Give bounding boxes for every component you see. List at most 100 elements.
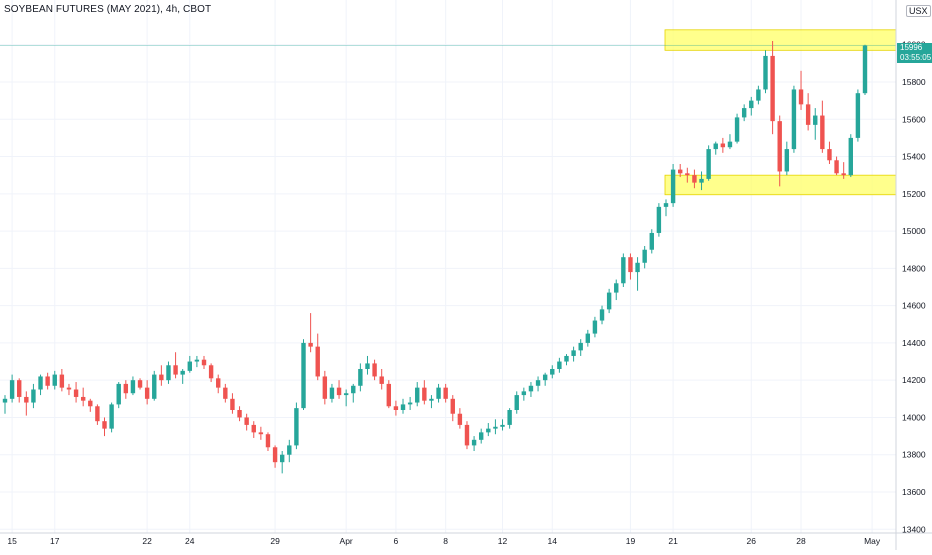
candle-body — [862, 45, 868, 94]
candle-body — [66, 387, 72, 390]
candle-body — [358, 369, 363, 386]
candle-body — [315, 346, 320, 377]
time-tick-label: 8 — [443, 536, 448, 546]
candle-body — [628, 257, 633, 273]
candle-body — [400, 404, 406, 410]
candle-body — [429, 398, 434, 401]
candle-body — [2, 398, 8, 403]
candle-body — [73, 389, 79, 397]
time-tick-label: 21 — [668, 536, 678, 546]
price-tick-label: 15400 — [902, 152, 926, 162]
candle-body — [649, 232, 654, 250]
candle-body — [763, 55, 768, 90]
candle-body — [493, 426, 498, 429]
time-axis[interactable]: 15 17 22 24 29 Apr 6 8 12 14 19 21 26 28 May — [7, 536, 881, 546]
candle-body — [422, 387, 427, 401]
candle-body — [123, 383, 129, 394]
candle-body — [258, 432, 264, 435]
candle-body — [827, 149, 832, 161]
time-tick-label: 6 — [394, 536, 399, 546]
candle-body — [436, 387, 441, 399]
price-axis[interactable]: 13400 13600 13800 14000 14200 14400 14600 14800… — [902, 40, 926, 535]
candle-body — [670, 169, 676, 204]
time-tick-label: Apr — [340, 536, 353, 546]
candle-body — [351, 385, 356, 394]
candle-body — [95, 406, 100, 422]
time-tick-label: May — [864, 536, 881, 546]
candle-body — [9, 380, 15, 399]
candle-body — [80, 396, 86, 401]
candle-body — [692, 175, 697, 183]
candle-body — [813, 115, 818, 125]
candle-body — [756, 89, 761, 101]
candle-body — [599, 309, 605, 321]
candle-body — [24, 396, 29, 403]
candle-body — [237, 410, 242, 418]
candle-body — [706, 149, 711, 179]
candle-body — [88, 400, 93, 407]
candle-body — [621, 257, 626, 284]
price-tick-label: 14600 — [902, 301, 926, 311]
time-tick-label: 17 — [50, 536, 60, 546]
grid-lines — [0, 0, 896, 533]
candle-body — [116, 383, 121, 405]
time-tick-label: 12 — [498, 536, 508, 546]
candle-body — [137, 380, 143, 388]
candle-body — [159, 374, 164, 381]
candle-body — [685, 173, 690, 176]
candle-body — [443, 387, 448, 399]
candle-body — [834, 160, 839, 174]
candle-body — [279, 454, 285, 463]
time-tick-label: 28 — [796, 536, 806, 546]
candle-body — [656, 206, 662, 233]
candle-body — [528, 385, 534, 392]
candle-body — [194, 359, 200, 362]
candle-body — [31, 389, 36, 403]
candle-body — [507, 410, 512, 425]
candle-body — [734, 117, 740, 142]
candle-body — [216, 378, 221, 388]
bar-countdown: 03:55:05 — [900, 53, 932, 62]
candle-body — [514, 395, 519, 410]
candle-body — [464, 424, 470, 446]
candle-body — [372, 363, 377, 377]
candle-body — [251, 424, 256, 433]
time-tick-label: 29 — [270, 536, 280, 546]
time-tick-label: 14 — [548, 536, 558, 546]
candle-body — [407, 402, 413, 405]
candle-body — [450, 398, 455, 414]
price-tick-label: 15600 — [902, 114, 926, 124]
candle-body — [749, 100, 754, 109]
candle-body — [415, 387, 420, 403]
candle-body — [208, 365, 214, 379]
candle-body — [343, 393, 349, 396]
candle-body — [52, 374, 57, 386]
price-tick-label: 14800 — [902, 263, 926, 273]
price-tick-label: 14400 — [902, 338, 926, 348]
candle-body — [180, 370, 185, 375]
candle-body — [336, 387, 342, 396]
candle-body — [798, 89, 804, 105]
candle-body — [471, 439, 477, 446]
time-tick-label: 19 — [626, 536, 636, 546]
candle-body — [457, 413, 463, 425]
candle-body — [244, 417, 249, 425]
time-tick-label: 24 — [185, 536, 195, 546]
currency-badge[interactable]: USX — [906, 5, 931, 17]
candle-body — [564, 355, 569, 362]
candle-body — [727, 141, 733, 148]
candle-body — [720, 143, 726, 148]
candle-body — [478, 432, 484, 440]
price-tick-label: 15000 — [902, 226, 926, 236]
candle-body — [45, 376, 50, 386]
price-tick-label: 15200 — [902, 189, 926, 199]
candle-body — [223, 387, 228, 399]
price-tick-label: 13800 — [902, 450, 926, 460]
candle-body — [713, 143, 718, 150]
candle-body — [635, 262, 640, 273]
candle-body — [109, 404, 114, 429]
highlight-zones — [664, 29, 897, 196]
chart-title: SOYBEAN FUTURES (MAY 2021), 4h, CBOT — [4, 4, 212, 15]
